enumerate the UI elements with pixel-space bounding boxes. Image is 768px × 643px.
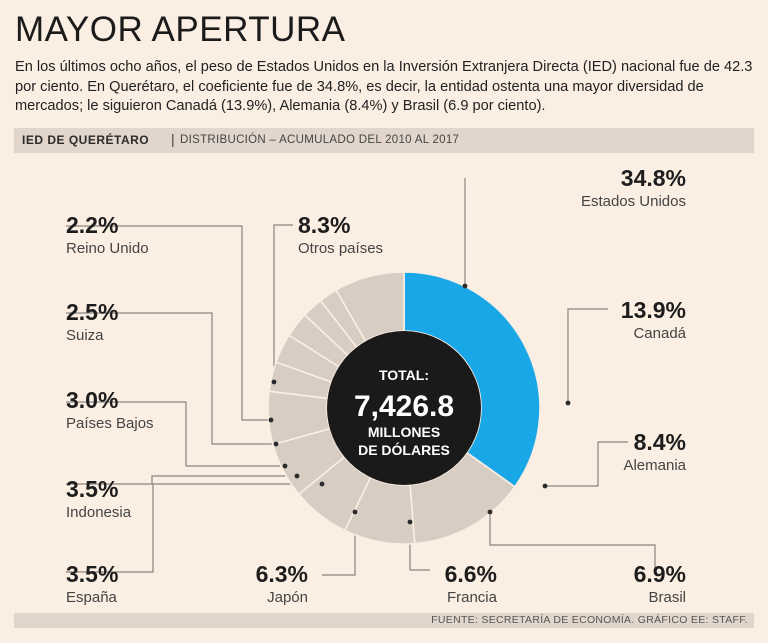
leader-dot-japon	[352, 509, 358, 515]
leader-line-reino-unido	[66, 225, 271, 421]
leader-line-otros-paises	[273, 224, 293, 382]
center-unit-line1: MILLONES	[368, 424, 440, 440]
value-label-francia: 6.6%	[445, 561, 497, 587]
leader-dot-alemania	[542, 483, 548, 489]
leader-dot-brasil	[487, 509, 493, 515]
value-label-japon: 6.3%	[256, 561, 308, 587]
chart-title: IED DE QUERÉTARO	[22, 133, 150, 147]
category-label-indonesia: Indonesia	[66, 504, 132, 521]
source-credit: FUENTE: SECRETARÍA DE ECONOMÍA. GRÁFICO …	[431, 614, 748, 626]
leader-dot-canada	[565, 400, 571, 406]
source-footer: FUENTE: SECRETARÍA DE ECONOMÍA. GRÁFICO …	[14, 613, 754, 628]
leader-dot-suiza	[273, 441, 279, 447]
leader-dot-paises-bajos	[282, 463, 288, 469]
leader-dot-indonesia	[294, 473, 300, 479]
leader-line-suiza	[66, 312, 276, 445]
leader-dot-espana	[319, 481, 325, 487]
leader-dot-francia	[407, 519, 413, 525]
leader-dot-otros-paises	[271, 379, 277, 385]
value-label-suiza: 2.5%	[66, 299, 118, 325]
category-label-alemania: Alemania	[623, 457, 686, 474]
leader-line-paises-bajos	[66, 401, 285, 467]
leader-line-canada	[567, 308, 608, 403]
value-label-alemania: 8.4%	[634, 429, 686, 455]
leader-dot-estados-unidos	[462, 283, 468, 289]
value-label-otros-paises: 8.3%	[298, 212, 350, 238]
category-label-japon: Japón	[267, 589, 308, 606]
value-label-estados-unidos: 34.8%	[621, 165, 686, 191]
category-label-estados-unidos: Estados Unidos	[581, 193, 686, 210]
category-label-espana: España	[66, 589, 118, 606]
chart-subtitle: DISTRIBUCIÓN – ACUMULADO DEL 2010 AL 201…	[180, 134, 460, 146]
leader-dot-reino-unido	[268, 417, 274, 423]
leader-line-indonesia	[66, 475, 297, 485]
leader-line-brasil	[489, 512, 656, 568]
category-label-paises-bajos: Países Bajos	[66, 415, 154, 432]
leader-line-alemania	[545, 441, 628, 487]
intro-paragraph: En los últimos ocho años, el peso de Est…	[15, 59, 753, 114]
strip-separator: |	[171, 131, 175, 147]
value-label-espana: 3.5%	[66, 561, 118, 587]
category-label-otros-paises: Otros países	[298, 240, 383, 257]
center-unit-line2: DE DÓLARES	[358, 441, 450, 458]
value-label-paises-bajos: 3.0%	[66, 387, 118, 413]
chart-header-strip: IED DE QUERÉTARO | DISTRIBUCIÓN – ACUMUL…	[14, 128, 754, 153]
category-label-canada: Canadá	[633, 325, 686, 342]
category-label-brasil: Brasil	[648, 589, 686, 606]
category-label-reino-unido: Reino Unido	[66, 240, 149, 257]
center-total-value: 7,426.8	[354, 390, 454, 423]
value-label-indonesia: 3.5%	[66, 476, 118, 502]
value-label-brasil: 6.9%	[634, 561, 686, 587]
leader-line-espana	[66, 483, 322, 573]
value-label-canada: 13.9%	[621, 297, 686, 323]
center-disc	[327, 331, 481, 485]
category-label-francia: Francia	[447, 589, 498, 606]
page-title: MAYOR APERTURA	[15, 10, 346, 49]
value-label-reino-unido: 2.2%	[66, 212, 118, 238]
category-label-suiza: Suiza	[66, 327, 104, 344]
center-total-label: TOTAL:	[379, 367, 429, 383]
